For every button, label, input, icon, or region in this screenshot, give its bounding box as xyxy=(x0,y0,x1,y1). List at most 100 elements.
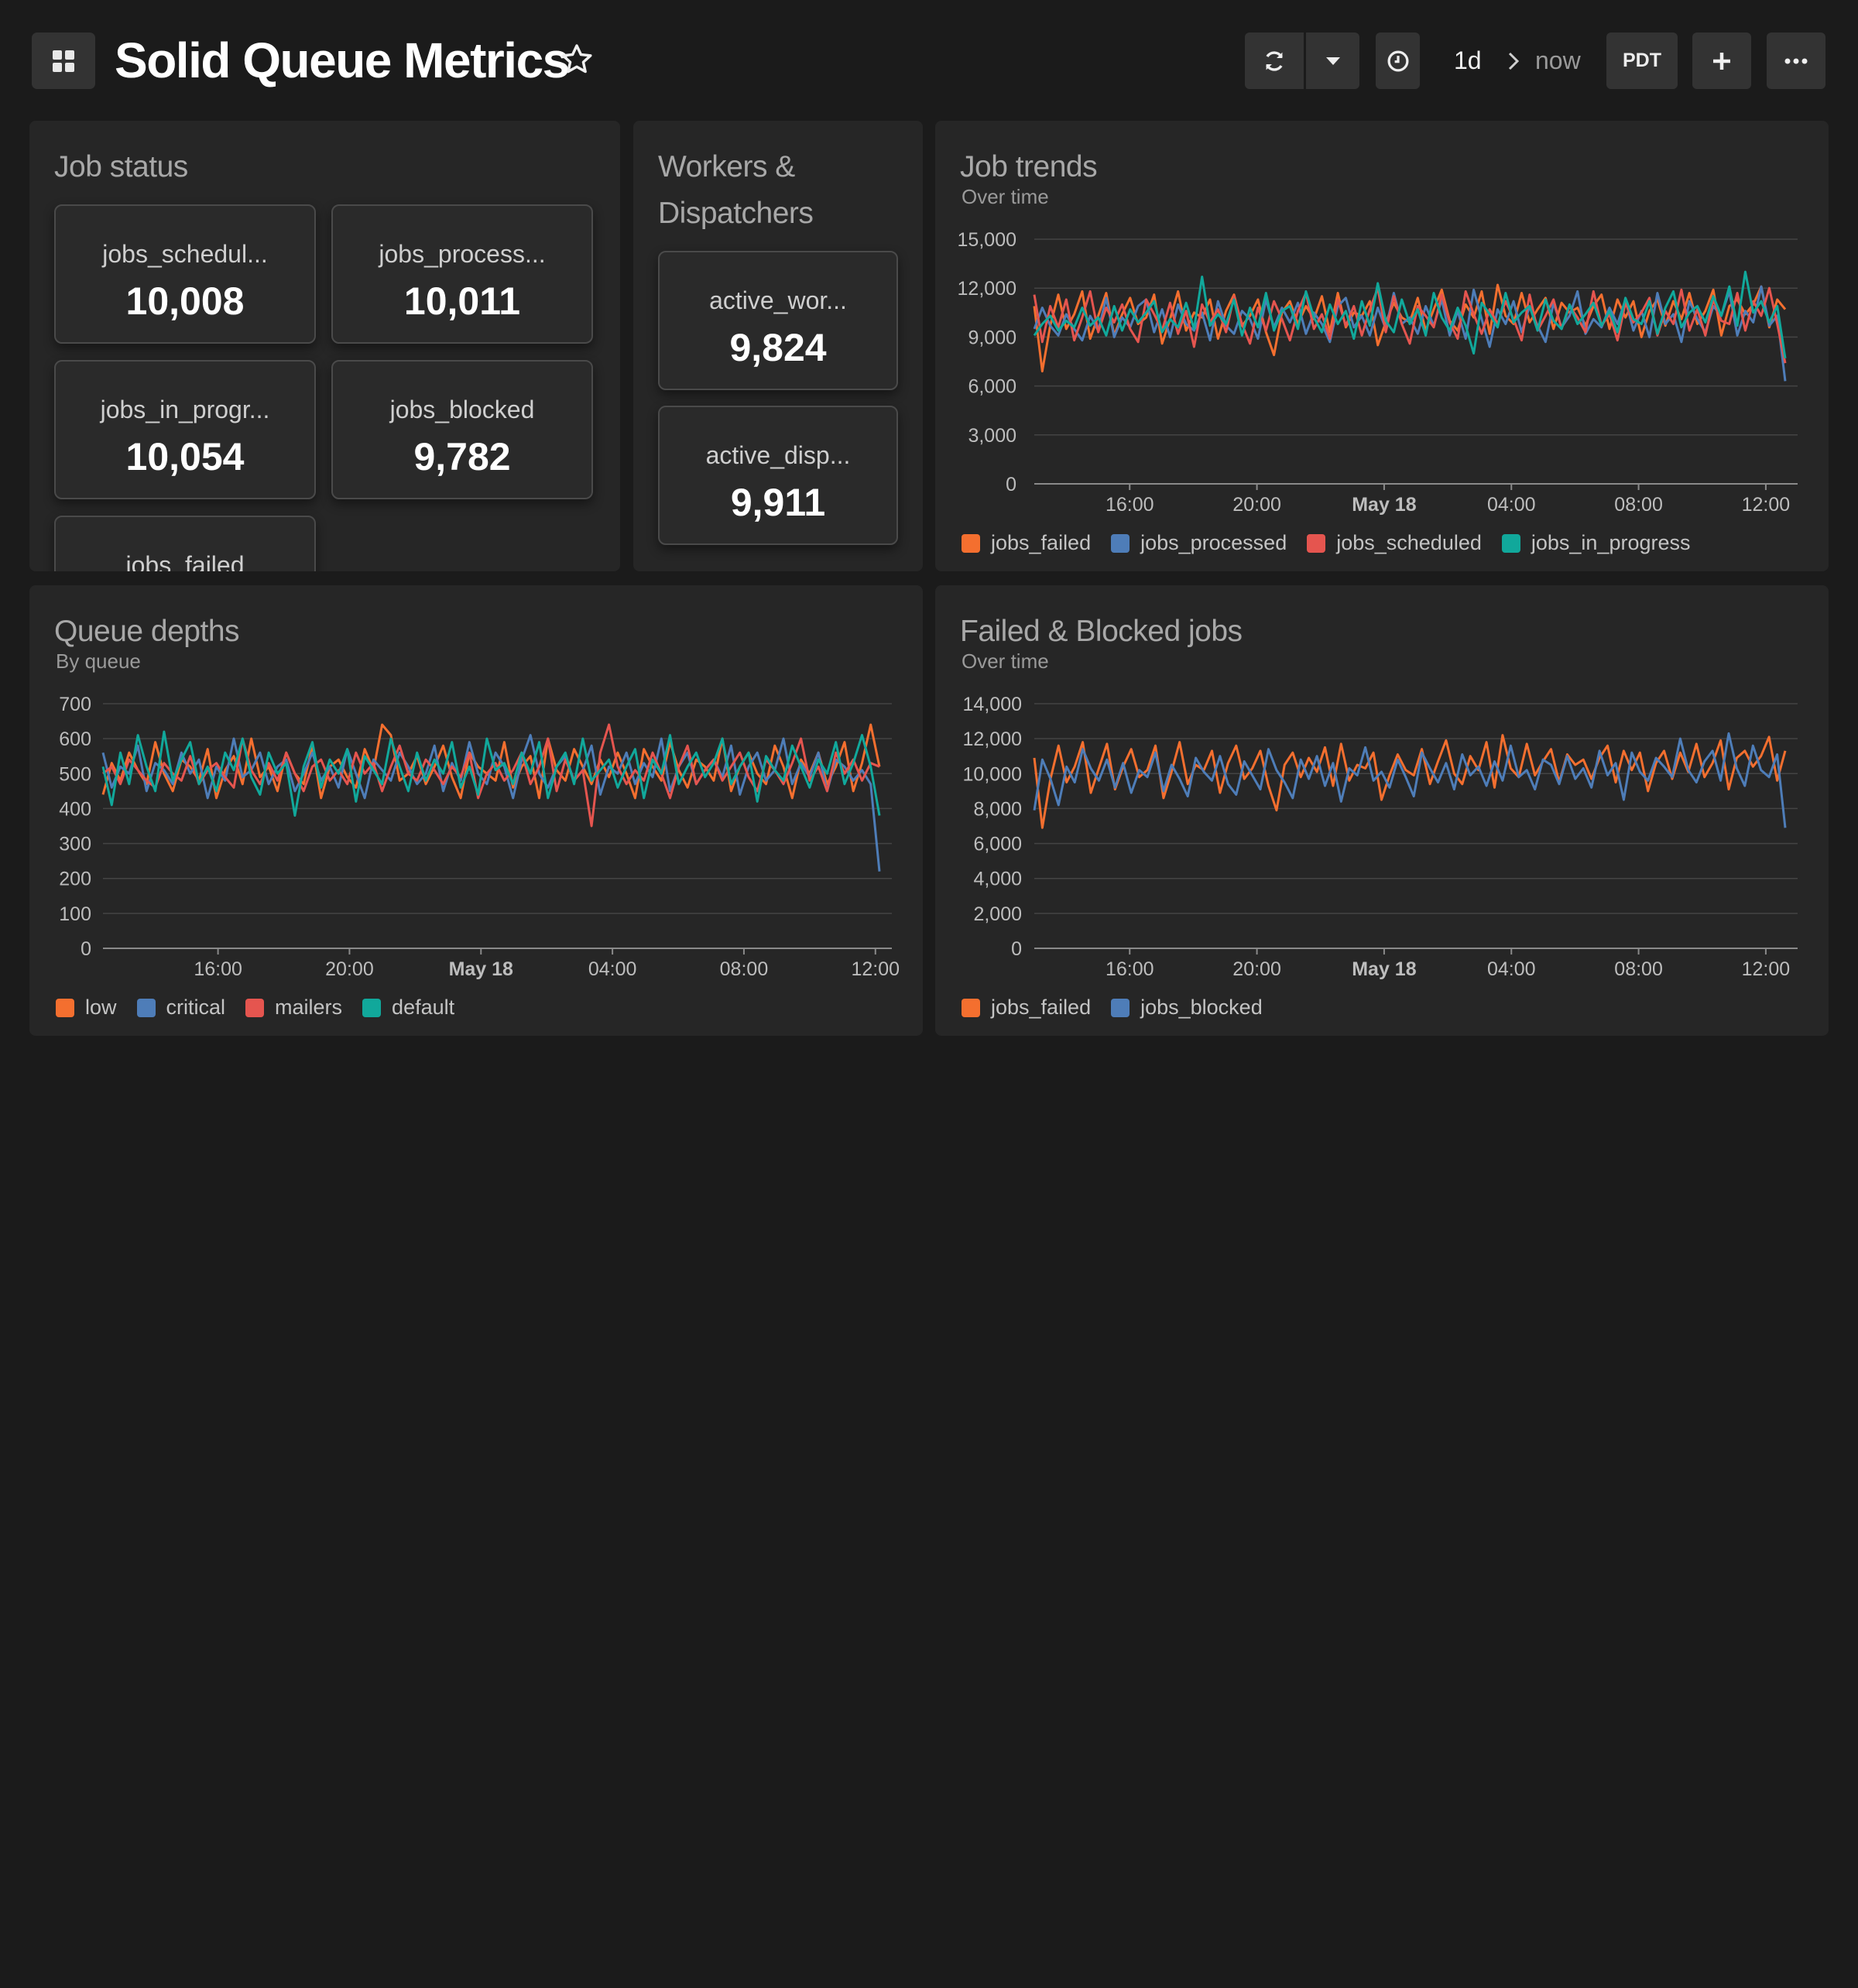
time-range-end[interactable]: now xyxy=(1535,46,1581,74)
x-tick-label: May 18 xyxy=(1352,494,1416,516)
x-tick-label: 16:00 xyxy=(1106,958,1154,980)
x-tick-label: 04:00 xyxy=(588,958,637,980)
legend-label: jobs_in_progress xyxy=(1531,531,1691,554)
stat-jobs-blocked[interactable]: jobs_blocked 9,782 xyxy=(331,360,593,499)
queue-depths-chart[interactable]: 700 600 500 400 300 200 100 0 16:00 20:00 May 18 04… xyxy=(29,585,923,996)
series-line-jobs-blocked[interactable] xyxy=(1033,732,1787,828)
y-tick-label: 10,000 xyxy=(963,763,1022,785)
y-tick-label: 12,000 xyxy=(958,278,1016,300)
legend-label: jobs_blocked xyxy=(1140,996,1263,1019)
y-tick-label: 9,000 xyxy=(968,327,1016,348)
legend-label: low xyxy=(85,996,117,1019)
stat-label: active_wor... xyxy=(709,286,847,314)
stat-active-dispatchers[interactable]: active_disp... 9,911 xyxy=(658,406,898,545)
chart-legend: jobs_failed jobs_blocked xyxy=(962,996,1283,1020)
chart-legend: jobs_failed jobs_processed jobs_scheduled j… xyxy=(962,531,1711,555)
grid-icon xyxy=(53,50,74,72)
series-line-default[interactable] xyxy=(101,730,881,817)
legend-item[interactable]: default xyxy=(362,996,454,1020)
timezone-button[interactable]: PDT xyxy=(1606,33,1678,89)
chevron-right-icon xyxy=(1508,52,1520,70)
series-line-jobs-failed[interactable] xyxy=(1033,283,1787,373)
legend-label: jobs_scheduled xyxy=(1336,531,1482,554)
refresh-interval-dropdown[interactable] xyxy=(1306,33,1359,89)
y-tick-label: 12,000 xyxy=(963,728,1022,750)
panel-title: Job trends xyxy=(960,150,1098,183)
x-tick-label: 20:00 xyxy=(1232,494,1281,516)
stat-jobs-processed[interactable]: jobs_process... 10,011 xyxy=(331,204,593,344)
more-options-button[interactable] xyxy=(1767,33,1825,89)
y-tick-label: 600 xyxy=(59,728,91,750)
dashboard-header: Solid Queue Metrics 1d now PDT xyxy=(0,0,1858,116)
y-tick-label: 4,000 xyxy=(973,869,1022,890)
y-tick-label: 15,000 xyxy=(958,229,1016,251)
stat-value: 9,911 xyxy=(730,481,826,524)
legend-item[interactable]: jobs_blocked xyxy=(1111,996,1263,1020)
queue-depths-panel: Queue depths By queue 700 600 500 400 300 200… xyxy=(29,585,923,1036)
stat-label: jobs_schedul... xyxy=(102,240,268,268)
legend-item[interactable]: jobs_failed xyxy=(962,531,1091,555)
y-tick-label: 300 xyxy=(59,834,91,855)
failed-blocked-panel: Failed & Blocked jobs Over time 14,000 12… xyxy=(935,585,1829,1036)
series-line-jobs-processed[interactable] xyxy=(1033,285,1787,382)
legend-item[interactable]: jobs_scheduled xyxy=(1307,531,1482,555)
y-tick-label: 3,000 xyxy=(968,425,1016,447)
legend-item[interactable]: critical xyxy=(136,996,225,1020)
legend-swatch xyxy=(1111,533,1130,553)
x-tick-label: May 18 xyxy=(449,958,513,980)
y-tick-label: 0 xyxy=(1006,474,1016,495)
stat-label: active_disp... xyxy=(705,441,851,469)
legend-item[interactable]: jobs_processed xyxy=(1111,531,1287,555)
series-line-jobs-in-progress[interactable] xyxy=(1033,270,1787,359)
legend-label: mailers xyxy=(275,996,343,1019)
series-line-mailers[interactable] xyxy=(102,723,880,828)
plus-icon xyxy=(1713,52,1730,70)
time-range-start[interactable]: 1d xyxy=(1454,46,1482,74)
legend-swatch xyxy=(1111,998,1130,1017)
legend-swatch xyxy=(136,998,156,1017)
x-tick-label: 20:00 xyxy=(325,958,374,980)
panel-subtitle: By queue xyxy=(56,650,141,673)
legend-item[interactable]: low xyxy=(56,996,117,1020)
x-tick-label: 12:00 xyxy=(1742,958,1791,980)
legend-label: jobs_failed xyxy=(991,996,1092,1019)
job-trends-panel: Job trends Over time 15,000 12,000 9,000 6,… xyxy=(935,121,1829,571)
stat-jobs-in-progress[interactable]: jobs_in_progr... 10,054 xyxy=(54,360,316,499)
caret-down-icon xyxy=(1325,57,1340,65)
legend-swatch xyxy=(245,998,265,1017)
stat-value: 10,011 xyxy=(403,279,521,323)
y-tick-label: 500 xyxy=(59,763,91,785)
y-tick-label: 0 xyxy=(1011,938,1022,960)
x-tick-label: 08:00 xyxy=(720,958,769,980)
stat-value: 9,782 xyxy=(413,435,511,478)
dashboards-menu-button[interactable] xyxy=(32,33,95,89)
series-line-jobs-failed[interactable] xyxy=(1033,734,1787,829)
refresh-button[interactable] xyxy=(1245,33,1304,89)
series-line-low[interactable] xyxy=(101,723,881,800)
y-tick-label: 0 xyxy=(81,938,91,960)
legend-swatch xyxy=(962,533,980,553)
x-tick-label: 08:00 xyxy=(1614,494,1663,516)
star-icon[interactable] xyxy=(559,42,595,77)
legend-item[interactable]: mailers xyxy=(245,996,342,1020)
panel-subtitle: Over time xyxy=(962,650,1049,673)
legend-item[interactable]: jobs_in_progress xyxy=(1501,531,1691,555)
job-trends-chart[interactable]: 15,000 12,000 9,000 6,000 3,000 0 16:00 20:00 Ma… xyxy=(935,121,1829,531)
stat-jobs-scheduled[interactable]: jobs_schedul... 10,008 xyxy=(54,204,316,344)
y-tick-label: 700 xyxy=(59,694,91,715)
stat-label: jobs_process... xyxy=(379,240,546,268)
y-tick-label: 100 xyxy=(59,903,91,925)
series-line-jobs-scheduled[interactable] xyxy=(1033,286,1787,364)
legend-swatch xyxy=(362,998,382,1017)
x-tick-label: 12:00 xyxy=(851,958,900,980)
stat-active-workers[interactable]: active_wor... 9,824 xyxy=(658,251,898,390)
stat-jobs-failed[interactable]: jobs_failed xyxy=(54,516,316,571)
legend-item[interactable]: jobs_failed xyxy=(962,996,1091,1020)
dashboard-title: Solid Queue Metrics xyxy=(115,33,570,88)
stat-label: jobs_failed xyxy=(125,551,245,571)
failed-blocked-chart[interactable]: 14,000 12,000 10,000 8,000 6,000 4,000 2,000 0 1… xyxy=(935,585,1829,996)
add-panel-button[interactable] xyxy=(1692,33,1751,89)
y-tick-label: 6,000 xyxy=(968,376,1016,398)
x-tick-label: 20:00 xyxy=(1232,958,1281,980)
time-picker-button[interactable] xyxy=(1376,33,1420,89)
